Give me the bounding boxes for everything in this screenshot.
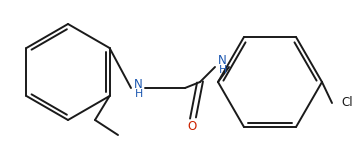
Text: H: H bbox=[219, 65, 227, 75]
Text: H: H bbox=[135, 89, 143, 99]
Text: Cl: Cl bbox=[341, 96, 353, 109]
Text: O: O bbox=[187, 120, 197, 133]
Text: N: N bbox=[134, 77, 142, 90]
Text: N: N bbox=[218, 55, 226, 67]
